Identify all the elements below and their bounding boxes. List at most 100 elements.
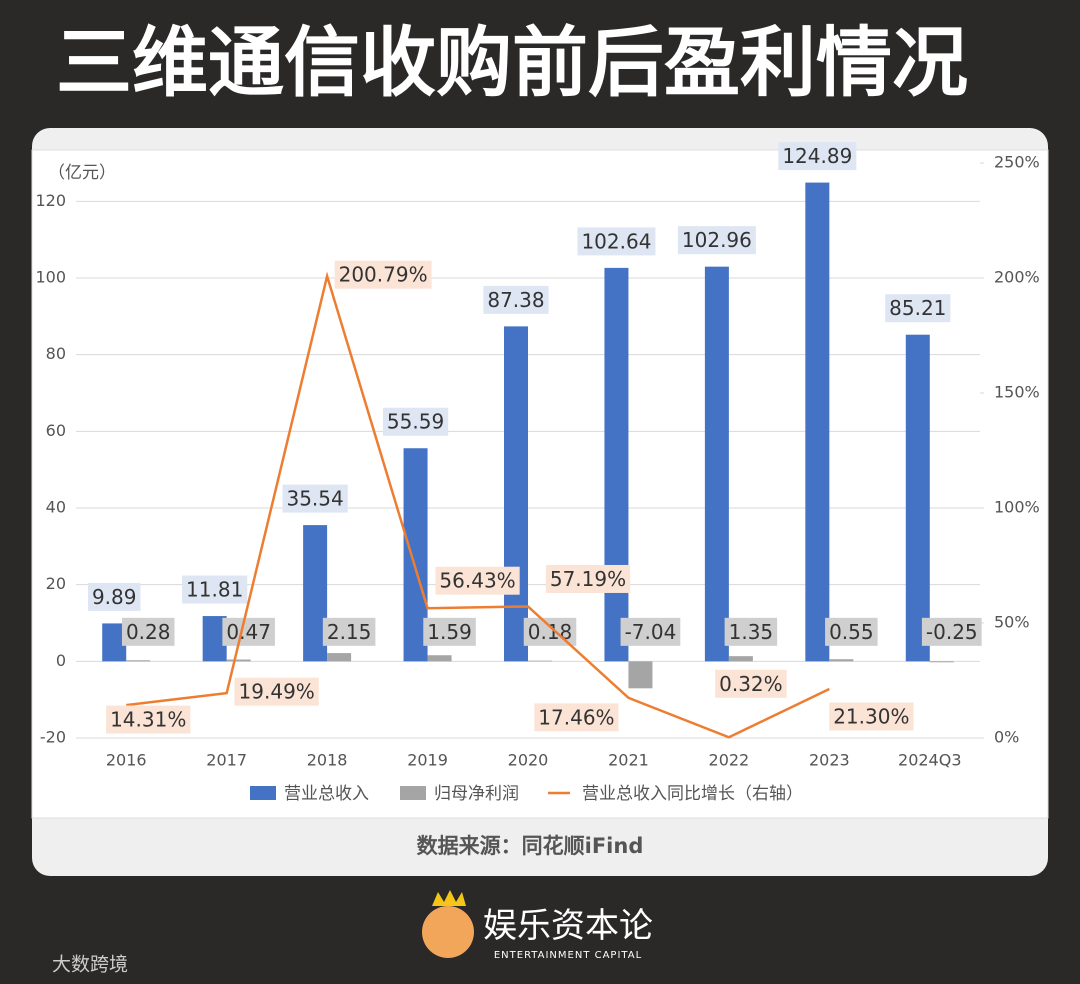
growth-label: 0.32% (719, 672, 783, 696)
y2-tick-label: 200% (994, 268, 1040, 287)
revenue-label-group: 35.54 (282, 484, 348, 513)
profit-label: -7.04 (625, 620, 677, 644)
revenue-label-group: 85.21 (885, 294, 951, 323)
growth-label-bg (106, 705, 191, 734)
growth-label-group: 14.31% (106, 705, 191, 734)
watermark: 大数跨境 (52, 954, 128, 976)
revenue-label: 102.64 (581, 229, 651, 253)
revenue-label-group: 55.59 (382, 407, 449, 436)
legend-swatch (250, 786, 276, 800)
revenue-label-group: 102.96 (677, 226, 756, 255)
y-tick-label: -20 (40, 728, 66, 747)
profit-label-group: 0.28 (121, 617, 175, 646)
profit-label-group: -7.04 (620, 617, 681, 646)
revenue-label-bg (382, 407, 449, 436)
profit-label-bg (921, 617, 982, 646)
revenue-label-group: 102.64 (577, 227, 656, 256)
x-tick-label: 2024Q3 (898, 751, 962, 770)
profit-label-bg (222, 617, 275, 646)
source: 数据来源：同花顺iFind (417, 834, 644, 858)
y-tick-label: 40 (46, 498, 66, 517)
bar (126, 660, 151, 662)
growth-label: 56.43% (439, 569, 515, 593)
profit-label-bg (724, 617, 778, 646)
profit-label-bg (121, 617, 175, 646)
revenue-label: 87.38 (487, 288, 544, 312)
revenue-label-group: 9.89 (87, 582, 141, 611)
profit-label: 2.15 (327, 620, 372, 644)
bar (829, 659, 854, 662)
page-title: 三维通信收购前后盈利情况 (56, 18, 968, 107)
growth-label-group: 56.43% (435, 566, 520, 595)
y2-tick-label: 0% (994, 728, 1019, 747)
bar (628, 661, 653, 689)
bar (929, 661, 954, 663)
y-tick-label: 0 (56, 651, 66, 670)
revenue-label: 35.54 (286, 487, 343, 511)
x-tick-label: 2022 (709, 751, 750, 770)
legend-label: 营业总收入同比增长（右轴） (582, 784, 803, 804)
logo-crown (432, 890, 466, 906)
profit-label-group: 0.47 (222, 617, 275, 646)
profit-label-group: 1.59 (423, 617, 476, 646)
revenue-label-bg (778, 142, 857, 171)
x-tick-label: 2023 (809, 751, 850, 770)
bar (905, 334, 930, 662)
growth-label: 21.30% (833, 705, 909, 729)
revenue-label-bg (87, 582, 141, 611)
x-tick-label: 2017 (206, 751, 247, 770)
legend-label: 归母净利润 (434, 784, 519, 804)
profit-label-group: -0.25 (921, 617, 982, 646)
revenue-label: 85.21 (889, 296, 946, 320)
growth-label-bg (545, 564, 631, 593)
line (126, 271, 830, 739)
growth-label: 200.79% (339, 263, 428, 287)
logo-tagline: ENTERTAINMENT CAPITAL (494, 950, 642, 961)
x-tick-label: 2018 (307, 751, 348, 770)
profit-label: -0.25 (926, 620, 978, 644)
revenue-label-bg (282, 484, 348, 513)
revenue-label-group: 87.38 (483, 285, 549, 314)
logo-icon (422, 906, 474, 958)
revenue-label: 124.89 (782, 144, 852, 168)
legend-label: 营业总收入 (284, 784, 369, 804)
growth-label-bg (334, 260, 432, 289)
y-tick-label: 80 (46, 344, 66, 363)
growth-label-group: 0.32% (715, 669, 787, 698)
growth-label: 14.31% (110, 708, 186, 732)
y-tick-label: 60 (46, 421, 66, 440)
logo-name: 娱乐资本论 (483, 906, 653, 946)
growth-label-group: 19.49% (234, 677, 319, 706)
bar (805, 182, 830, 662)
bar (504, 326, 528, 662)
profit-label: 1.59 (427, 620, 472, 644)
growth-label-bg (234, 677, 319, 706)
revenue-label: 9.89 (92, 585, 137, 609)
profit-label-group: 2.15 (322, 617, 376, 646)
profit-label-bg (620, 617, 681, 646)
bar (427, 655, 452, 662)
x-tick-label: 2021 (608, 751, 649, 770)
bar (604, 267, 629, 662)
growth-label-bg (435, 566, 520, 595)
x-tick-label: 2019 (407, 751, 448, 770)
y-axis-label: （亿元） (48, 163, 116, 183)
profit-label-bg (423, 617, 476, 646)
growth-label-group: 200.79% (334, 260, 432, 289)
profit-label: 1.35 (729, 620, 774, 644)
y2-tick-label: 100% (994, 498, 1040, 517)
growth-label-group: 17.46% (534, 703, 619, 732)
bar (704, 266, 729, 662)
revenue-label: 55.59 (387, 410, 444, 434)
profit-label: 0.55 (829, 620, 874, 644)
y2-tick-label: 250% (994, 153, 1040, 172)
y-tick-label: 120 (35, 191, 66, 210)
revenue-label-bg (677, 226, 756, 255)
x-tick-label: 2020 (508, 751, 549, 770)
legend-swatch (400, 786, 426, 800)
growth-label: 57.19% (550, 567, 626, 591)
y-tick-label: 100 (35, 268, 66, 287)
y2-tick-label: 150% (994, 383, 1040, 402)
